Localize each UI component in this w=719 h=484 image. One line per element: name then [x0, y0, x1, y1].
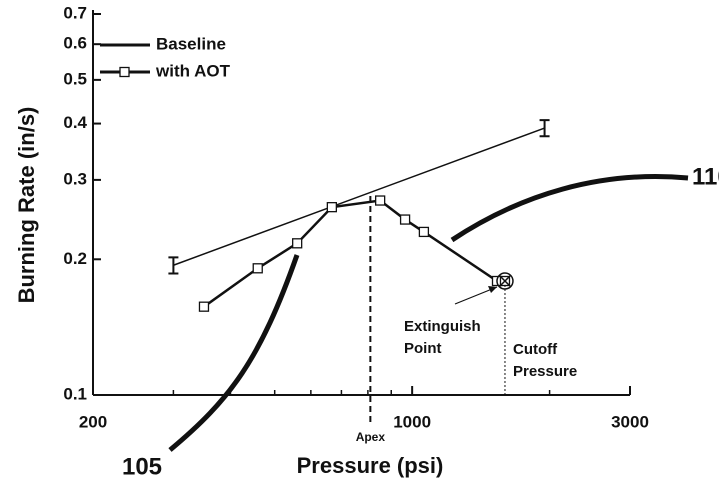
ref-label: 110 — [692, 163, 719, 190]
series-line — [173, 127, 545, 266]
marker — [418, 226, 430, 238]
extinguish-cross — [498, 274, 512, 288]
y-tick-label: 0.7 — [63, 3, 87, 22]
legend-marker — [119, 66, 130, 78]
ref-curve — [168, 254, 300, 452]
extinguish-marker — [496, 272, 514, 290]
arrow-head — [488, 286, 497, 293]
marker — [375, 195, 386, 206]
marker — [326, 202, 337, 213]
legend-label: with AOT — [155, 61, 231, 80]
legend-label: Baseline — [156, 34, 226, 53]
extinguish-label: Extinguish Point — [404, 318, 481, 357]
y-tick-label: 0.1 — [63, 384, 87, 403]
ref-label: 105 — [122, 453, 162, 480]
marker — [252, 263, 263, 274]
apex-label: Apex — [356, 430, 386, 444]
marker — [198, 301, 210, 312]
y-tick-label: 0.2 — [63, 249, 87, 268]
y-tick-label: 0.4 — [63, 113, 87, 132]
y-axis-label: Burning Rate (in/s) — [14, 107, 39, 304]
x-axis-label: Pressure (psi) — [297, 453, 444, 478]
y-tick-label: 0.5 — [63, 69, 87, 88]
error-bar — [539, 119, 550, 138]
series-line — [203, 199, 505, 308]
marker — [399, 214, 411, 225]
x-tick-label: 1000 — [393, 412, 431, 431]
x-tick-label: 200 — [79, 412, 107, 431]
y-tick-label: 0.6 — [63, 34, 87, 53]
error-bar — [168, 256, 179, 275]
cutoff-label: Cutoff Pressure — [513, 341, 577, 380]
ref-curve — [450, 174, 689, 243]
y-tick-label: 0.3 — [63, 169, 87, 188]
x-tick-label: 3000 — [611, 412, 649, 431]
marker — [292, 238, 303, 249]
